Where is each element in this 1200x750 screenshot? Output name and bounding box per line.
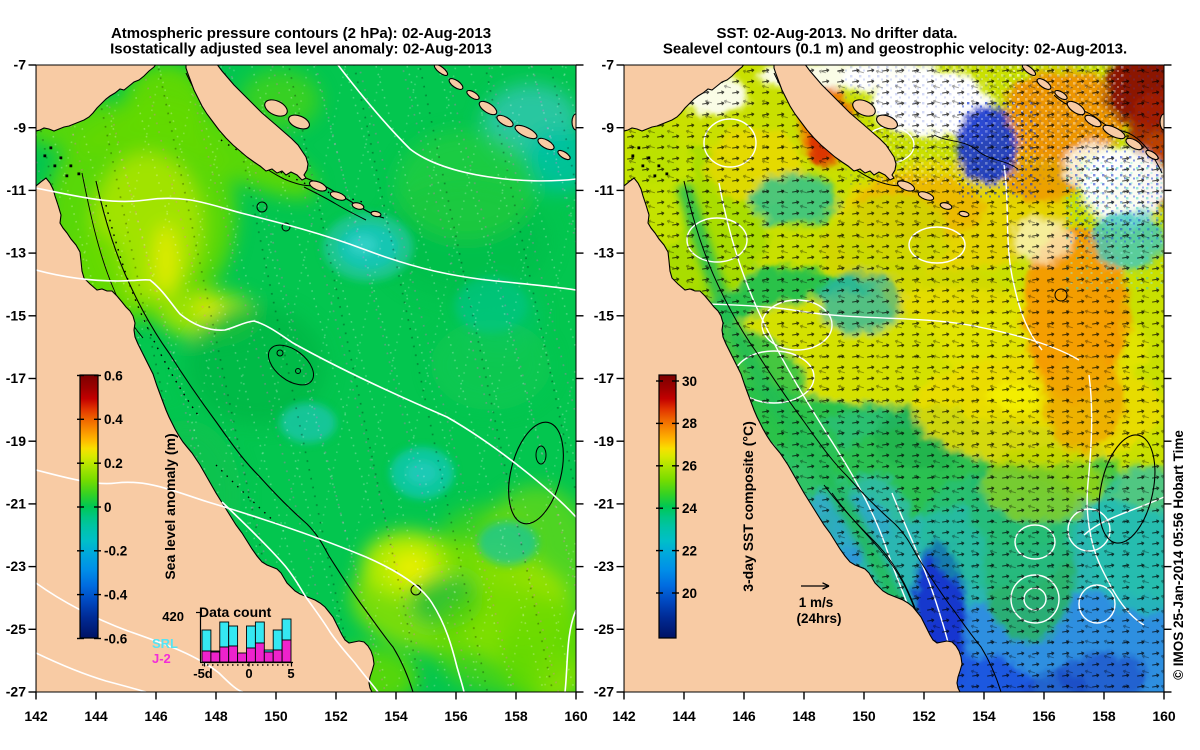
svg-text:0: 0 <box>104 500 112 515</box>
svg-text:-27: -27 <box>6 684 26 700</box>
svg-text:20: 20 <box>682 586 697 601</box>
svg-text:-13: -13 <box>594 245 614 261</box>
svg-text:-21: -21 <box>6 496 26 512</box>
svg-text:150: 150 <box>264 708 288 724</box>
svg-text:146: 146 <box>732 708 756 724</box>
svg-text:-23: -23 <box>6 558 26 574</box>
svg-text:156: 156 <box>444 708 468 724</box>
svg-text:-9: -9 <box>14 119 27 135</box>
svg-text:26: 26 <box>682 459 698 474</box>
svg-text:148: 148 <box>204 708 228 724</box>
svg-text:-23: -23 <box>594 558 614 574</box>
svg-text:154: 154 <box>384 708 408 724</box>
svg-text:28: 28 <box>682 416 698 431</box>
svg-text:-0.4: -0.4 <box>104 587 128 602</box>
svg-text:-19: -19 <box>6 433 26 449</box>
svg-text:5: 5 <box>287 666 294 681</box>
svg-text:0: 0 <box>245 666 252 681</box>
svg-text:Atmospheric pressure contours: Atmospheric pressure contours (2 hPa): 0… <box>111 25 491 42</box>
svg-text:-19: -19 <box>594 433 614 449</box>
svg-text:J-2: J-2 <box>152 651 171 666</box>
svg-text:30: 30 <box>682 374 697 389</box>
svg-text:SST: 02-Aug-2013. No drifter d: SST: 02-Aug-2013. No drifter data. <box>717 25 958 42</box>
svg-text:146: 146 <box>144 708 168 724</box>
svg-text:160: 160 <box>1152 708 1176 724</box>
svg-text:-9: -9 <box>602 119 615 135</box>
svg-text:-7: -7 <box>14 57 27 73</box>
svg-text:Sea level anomaly (m): Sea level anomaly (m) <box>162 433 178 579</box>
svg-text:-0.6: -0.6 <box>104 631 128 646</box>
svg-text:160: 160 <box>564 708 588 724</box>
svg-text:-7: -7 <box>602 57 615 73</box>
svg-text:-17: -17 <box>594 370 614 386</box>
svg-text:-15: -15 <box>594 307 614 323</box>
svg-text:0.6: 0.6 <box>104 368 123 383</box>
svg-text:0.4: 0.4 <box>104 412 123 427</box>
svg-text:-27: -27 <box>594 684 614 700</box>
svg-text:1 m/s: 1 m/s <box>799 595 834 610</box>
svg-text:-0.2: -0.2 <box>104 544 127 559</box>
svg-text:-25: -25 <box>594 621 614 637</box>
svg-text:-5d: -5d <box>193 666 213 681</box>
svg-text:-17: -17 <box>6 370 26 386</box>
svg-text:156: 156 <box>1032 708 1056 724</box>
svg-text:-11: -11 <box>595 182 615 198</box>
svg-text:158: 158 <box>1092 708 1116 724</box>
svg-text:-25: -25 <box>6 621 26 637</box>
svg-text:(24hrs): (24hrs) <box>796 611 841 626</box>
svg-text:152: 152 <box>912 708 936 724</box>
svg-text:150: 150 <box>852 708 876 724</box>
svg-text:420: 420 <box>162 609 184 624</box>
svg-text:158: 158 <box>504 708 528 724</box>
svg-text:152: 152 <box>324 708 348 724</box>
svg-text:© IMOS 25-Jan-2014 05:56 Hobar: © IMOS 25-Jan-2014 05:56 Hobart Time <box>1171 430 1186 680</box>
svg-text:148: 148 <box>792 708 816 724</box>
svg-text:Isostatically adjusted sea lev: Isostatically adjusted sea level anomaly… <box>110 41 492 58</box>
svg-text:-11: -11 <box>7 182 27 198</box>
svg-text:144: 144 <box>672 708 696 724</box>
svg-text:-13: -13 <box>6 245 26 261</box>
svg-text:24: 24 <box>682 501 698 516</box>
svg-text:142: 142 <box>24 708 48 724</box>
svg-text:0.2: 0.2 <box>104 456 123 471</box>
svg-text:154: 154 <box>972 708 996 724</box>
svg-text:22: 22 <box>682 543 697 558</box>
svg-text:144: 144 <box>84 708 108 724</box>
svg-text:SRL: SRL <box>152 636 178 651</box>
svg-text:Sealevel contours (0.1 m) and: Sealevel contours (0.1 m) and geostrophi… <box>663 41 1127 58</box>
svg-text:3-day SST composite (°C): 3-day SST composite (°C) <box>740 421 756 592</box>
svg-text:142: 142 <box>612 708 636 724</box>
svg-text:-21: -21 <box>594 496 614 512</box>
svg-text:-15: -15 <box>6 307 26 323</box>
svg-text:Data count: Data count <box>199 604 272 620</box>
